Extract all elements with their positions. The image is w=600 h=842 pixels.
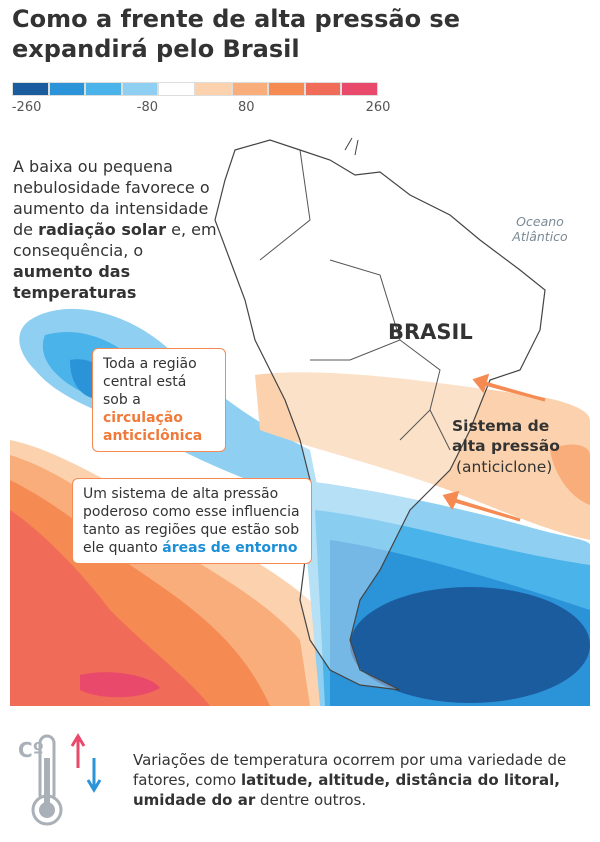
icon-label: Cº xyxy=(18,738,44,762)
legend-swatch xyxy=(341,82,378,96)
thermometer-icon xyxy=(31,733,102,826)
legend-swatch xyxy=(194,82,232,96)
text-run: Um sistema de alta pressão poderoso como… xyxy=(83,486,300,556)
callout: Um sistema de alta pressão poderoso como… xyxy=(72,478,312,564)
legend-swatch xyxy=(158,82,195,96)
legend-swatch xyxy=(12,82,49,96)
text-run: aumento das temperaturas xyxy=(13,262,137,302)
legend-swatch xyxy=(304,82,342,96)
legend-ticks: -260 -80 80 260 xyxy=(11,100,391,116)
system-label: Sistema de alta pressão xyxy=(452,417,560,455)
footer-text: Variações de temperatura ocorrem por uma… xyxy=(133,750,588,810)
text-run: latitude, altitude, distância do litoral… xyxy=(133,771,560,809)
legend-tick-label: -80 xyxy=(136,100,159,115)
text-run: radiação solar xyxy=(38,220,167,239)
text-run: Toda a região central está sob a xyxy=(103,356,197,408)
text-run: Variações de temperatura ocorrem por uma… xyxy=(133,751,567,789)
legend-tick-label: 260 xyxy=(365,100,391,115)
system-note: (anticiclone) xyxy=(456,458,553,476)
callout: Toda a região central está sob a circula… xyxy=(92,348,226,452)
legend-swatch xyxy=(121,82,159,96)
legend-tick-label: -260 xyxy=(11,100,42,115)
intro-text: A baixa ou pequena nebulosidade favorece… xyxy=(13,156,218,303)
legend-swatch xyxy=(48,82,86,96)
text-run: A baixa ou pequena nebulosidade favorece… xyxy=(13,157,210,239)
orange-band xyxy=(255,372,590,540)
text-run: e, em consequência, o xyxy=(13,220,217,260)
legend xyxy=(12,82,378,96)
legend-swatch xyxy=(268,82,305,96)
legend-swatch xyxy=(231,82,269,96)
legend-swatch xyxy=(85,82,122,96)
right-blue-field xyxy=(300,480,590,706)
text-run: áreas de entorno xyxy=(162,540,298,556)
continent xyxy=(214,137,546,691)
text-run: circulação anticiclônica xyxy=(103,410,203,444)
text-run: dentre outros. xyxy=(255,791,367,809)
country-label: BRASIL xyxy=(388,320,473,344)
ocean-label: Oceano Atlântico xyxy=(512,214,568,244)
legend-tick-label: 80 xyxy=(237,100,255,115)
title: Como a frente de alta pressão se expandi… xyxy=(12,5,460,63)
arrows xyxy=(442,373,546,522)
